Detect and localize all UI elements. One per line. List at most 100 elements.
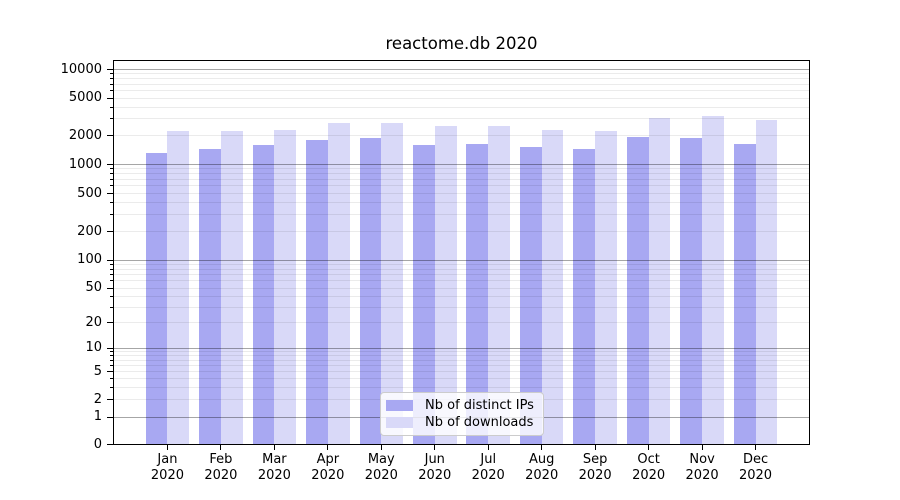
x-tick [220, 445, 222, 450]
bar-downloads-feb [220, 130, 243, 444]
bar-distinct-ips-apr [306, 140, 328, 444]
y-gridline-major [114, 69, 809, 70]
y-gridline-major [114, 347, 809, 349]
bar-distinct-ips-aug [519, 147, 542, 444]
legend-label-downloads: Nb of downloads [425, 414, 534, 430]
x-label-year: 2020 [257, 468, 291, 483]
x-label-year: 2020 [578, 468, 612, 483]
y-tick-label: 200 [77, 223, 102, 239]
x-label-month: Jul [480, 452, 497, 467]
y-minor-tick [110, 359, 114, 361]
y-minor-tick [110, 273, 114, 275]
y-minor-tick [110, 268, 114, 270]
x-tick-label: May 2020 [349, 452, 413, 484]
y-tick-label: 0 [93, 436, 102, 452]
y-gridline-minor [114, 178, 809, 180]
x-tick [648, 445, 650, 450]
y-tick [107, 347, 114, 349]
bar-distinct-ips-may [359, 138, 382, 444]
x-label-year: 2020 [685, 468, 719, 483]
x-tick-label: Jul 2020 [456, 452, 520, 484]
y-gridline-minor [114, 90, 809, 91]
x-label-year: 2020 [150, 468, 184, 483]
y-minor-tick [110, 90, 114, 91]
y-tick-label: 50 [85, 280, 102, 295]
x-tick-label: Nov 2020 [670, 452, 734, 484]
y-gridline-minor [114, 364, 809, 366]
y-tick-label: 10000 [60, 61, 102, 77]
y-tick-label: 10 [85, 340, 102, 355]
y-gridline-minor [114, 268, 809, 270]
x-label-year: 2020 [364, 468, 398, 483]
y-tick [107, 164, 114, 165]
x-tick-label: Apr 2020 [296, 452, 360, 484]
y-minor-tick [110, 306, 114, 308]
bar-distinct-ips-jul [466, 143, 489, 444]
y-minor-tick [110, 280, 114, 282]
y-gridline-minor [114, 280, 809, 282]
y-gridline-minor [114, 118, 809, 120]
bar-downloads-oct [648, 118, 671, 444]
x-label-month: Sep [582, 452, 608, 467]
y-minor-tick [110, 168, 114, 170]
bar-downloads-apr [327, 122, 350, 444]
y-gridline-minor [114, 193, 809, 194]
y-tick [107, 135, 114, 136]
legend-swatch-distinct-ips [386, 400, 413, 411]
y-minor-tick [110, 263, 114, 265]
bar-distinct-ips-jun [412, 144, 435, 444]
x-tick [487, 445, 489, 450]
y-tick [107, 97, 114, 99]
x-label-month: Jan [157, 452, 178, 467]
y-tick [107, 287, 114, 289]
x-label-year: 2020 [471, 468, 505, 483]
y-minor-tick [110, 386, 114, 388]
bar-downloads-aug [541, 130, 564, 444]
x-tick-label: Mar 2020 [242, 452, 306, 484]
x-label-year: 2020 [204, 468, 238, 483]
x-label-month: Dec [742, 452, 769, 467]
plot-area [113, 60, 810, 445]
y-gridline-minor [114, 173, 809, 175]
y-minor-tick [110, 173, 114, 175]
legend-item-downloads: Nb of downloads [386, 414, 535, 430]
y-gridline-minor [114, 83, 809, 85]
legend: Nb of distinct IPs Nb of downloads [380, 392, 544, 436]
x-tick-label: Jan 2020 [135, 452, 199, 484]
y-tick-label: 2000 [68, 127, 102, 143]
y-gridline-minor [114, 97, 809, 99]
y-tick [107, 69, 114, 70]
y-gridline-minor [114, 359, 809, 361]
bar-distinct-ips-jan [145, 152, 168, 444]
y-tick [107, 231, 114, 232]
bar-distinct-ips-nov [680, 137, 703, 444]
x-tick [273, 445, 275, 450]
x-label-year: 2020 [418, 468, 452, 483]
y-minor-tick [110, 202, 114, 204]
y-tick-label: 500 [77, 185, 102, 201]
y-gridline-minor [114, 185, 809, 187]
y-tick-label: 5000 [68, 90, 102, 105]
x-tick [434, 445, 436, 450]
y-gridline-major [114, 164, 809, 165]
y-gridline-minor [114, 106, 809, 108]
x-tick [166, 445, 168, 450]
bar-distinct-ips-oct [626, 137, 649, 444]
bar-downloads-may [381, 122, 404, 444]
y-gridline-minor [114, 273, 809, 275]
y-gridline-minor [114, 263, 809, 265]
y-minor-tick [110, 351, 114, 353]
y-gridline-minor [114, 322, 809, 323]
x-label-month: May [367, 452, 395, 467]
y-tick-label: 2 [93, 391, 102, 407]
y-minor-tick [110, 178, 114, 180]
x-label-month: Oct [637, 452, 660, 467]
y-minor-tick [110, 185, 114, 187]
y-minor-tick [110, 364, 114, 366]
x-label-month: Aug [528, 452, 555, 467]
x-tick-label: Jun 2020 [403, 452, 467, 484]
bar-downloads-dec [755, 119, 778, 444]
x-label-month: Apr [316, 452, 340, 467]
x-tick [755, 445, 757, 450]
